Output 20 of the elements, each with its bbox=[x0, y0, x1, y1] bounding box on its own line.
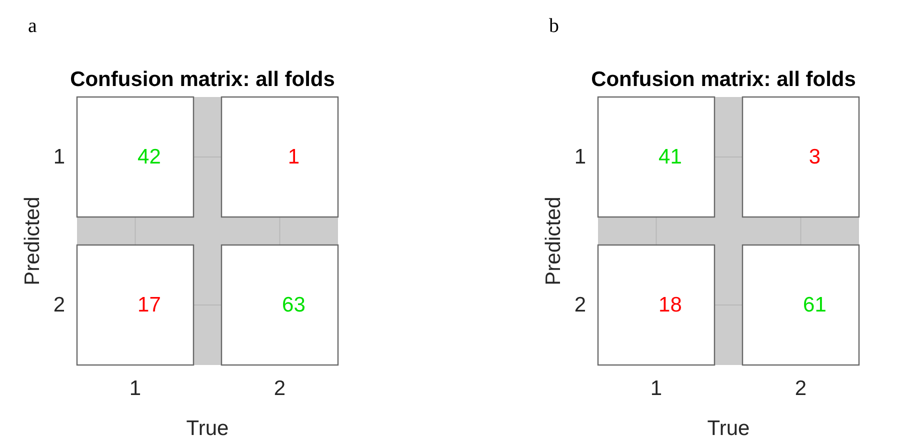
text: b bbox=[549, 15, 559, 37]
data-label: 18 bbox=[658, 294, 682, 316]
data-label: 41 bbox=[658, 146, 682, 168]
data-label: 17 bbox=[138, 294, 161, 316]
x-tick-label: 1 bbox=[650, 377, 662, 400]
text: a bbox=[28, 15, 37, 37]
x-tick-label: 1 bbox=[129, 377, 142, 400]
chart-title: Confusion matrix: all folds bbox=[591, 68, 856, 91]
data-label: 3 bbox=[808, 146, 821, 168]
x-tick-label: 2 bbox=[274, 377, 286, 400]
x-axis-title: True bbox=[186, 417, 229, 440]
data-label: 63 bbox=[282, 294, 306, 316]
chart-title: Confusion matrix: all folds bbox=[70, 68, 335, 91]
x-axis-title: True bbox=[707, 417, 750, 440]
data-label: 42 bbox=[138, 146, 161, 168]
y-axis-title: Predicted bbox=[21, 196, 44, 286]
x-tick-label: 2 bbox=[794, 377, 807, 400]
data-label: 61 bbox=[803, 294, 826, 316]
data-label: 1 bbox=[288, 146, 300, 168]
y-axis-title: Predicted bbox=[542, 196, 565, 286]
